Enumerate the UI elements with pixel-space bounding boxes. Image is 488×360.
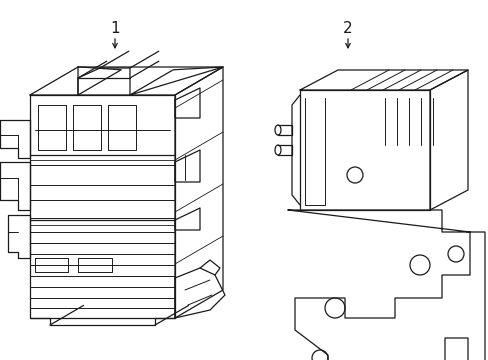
- Text: 1: 1: [110, 21, 120, 36]
- Text: 2: 2: [343, 21, 352, 36]
